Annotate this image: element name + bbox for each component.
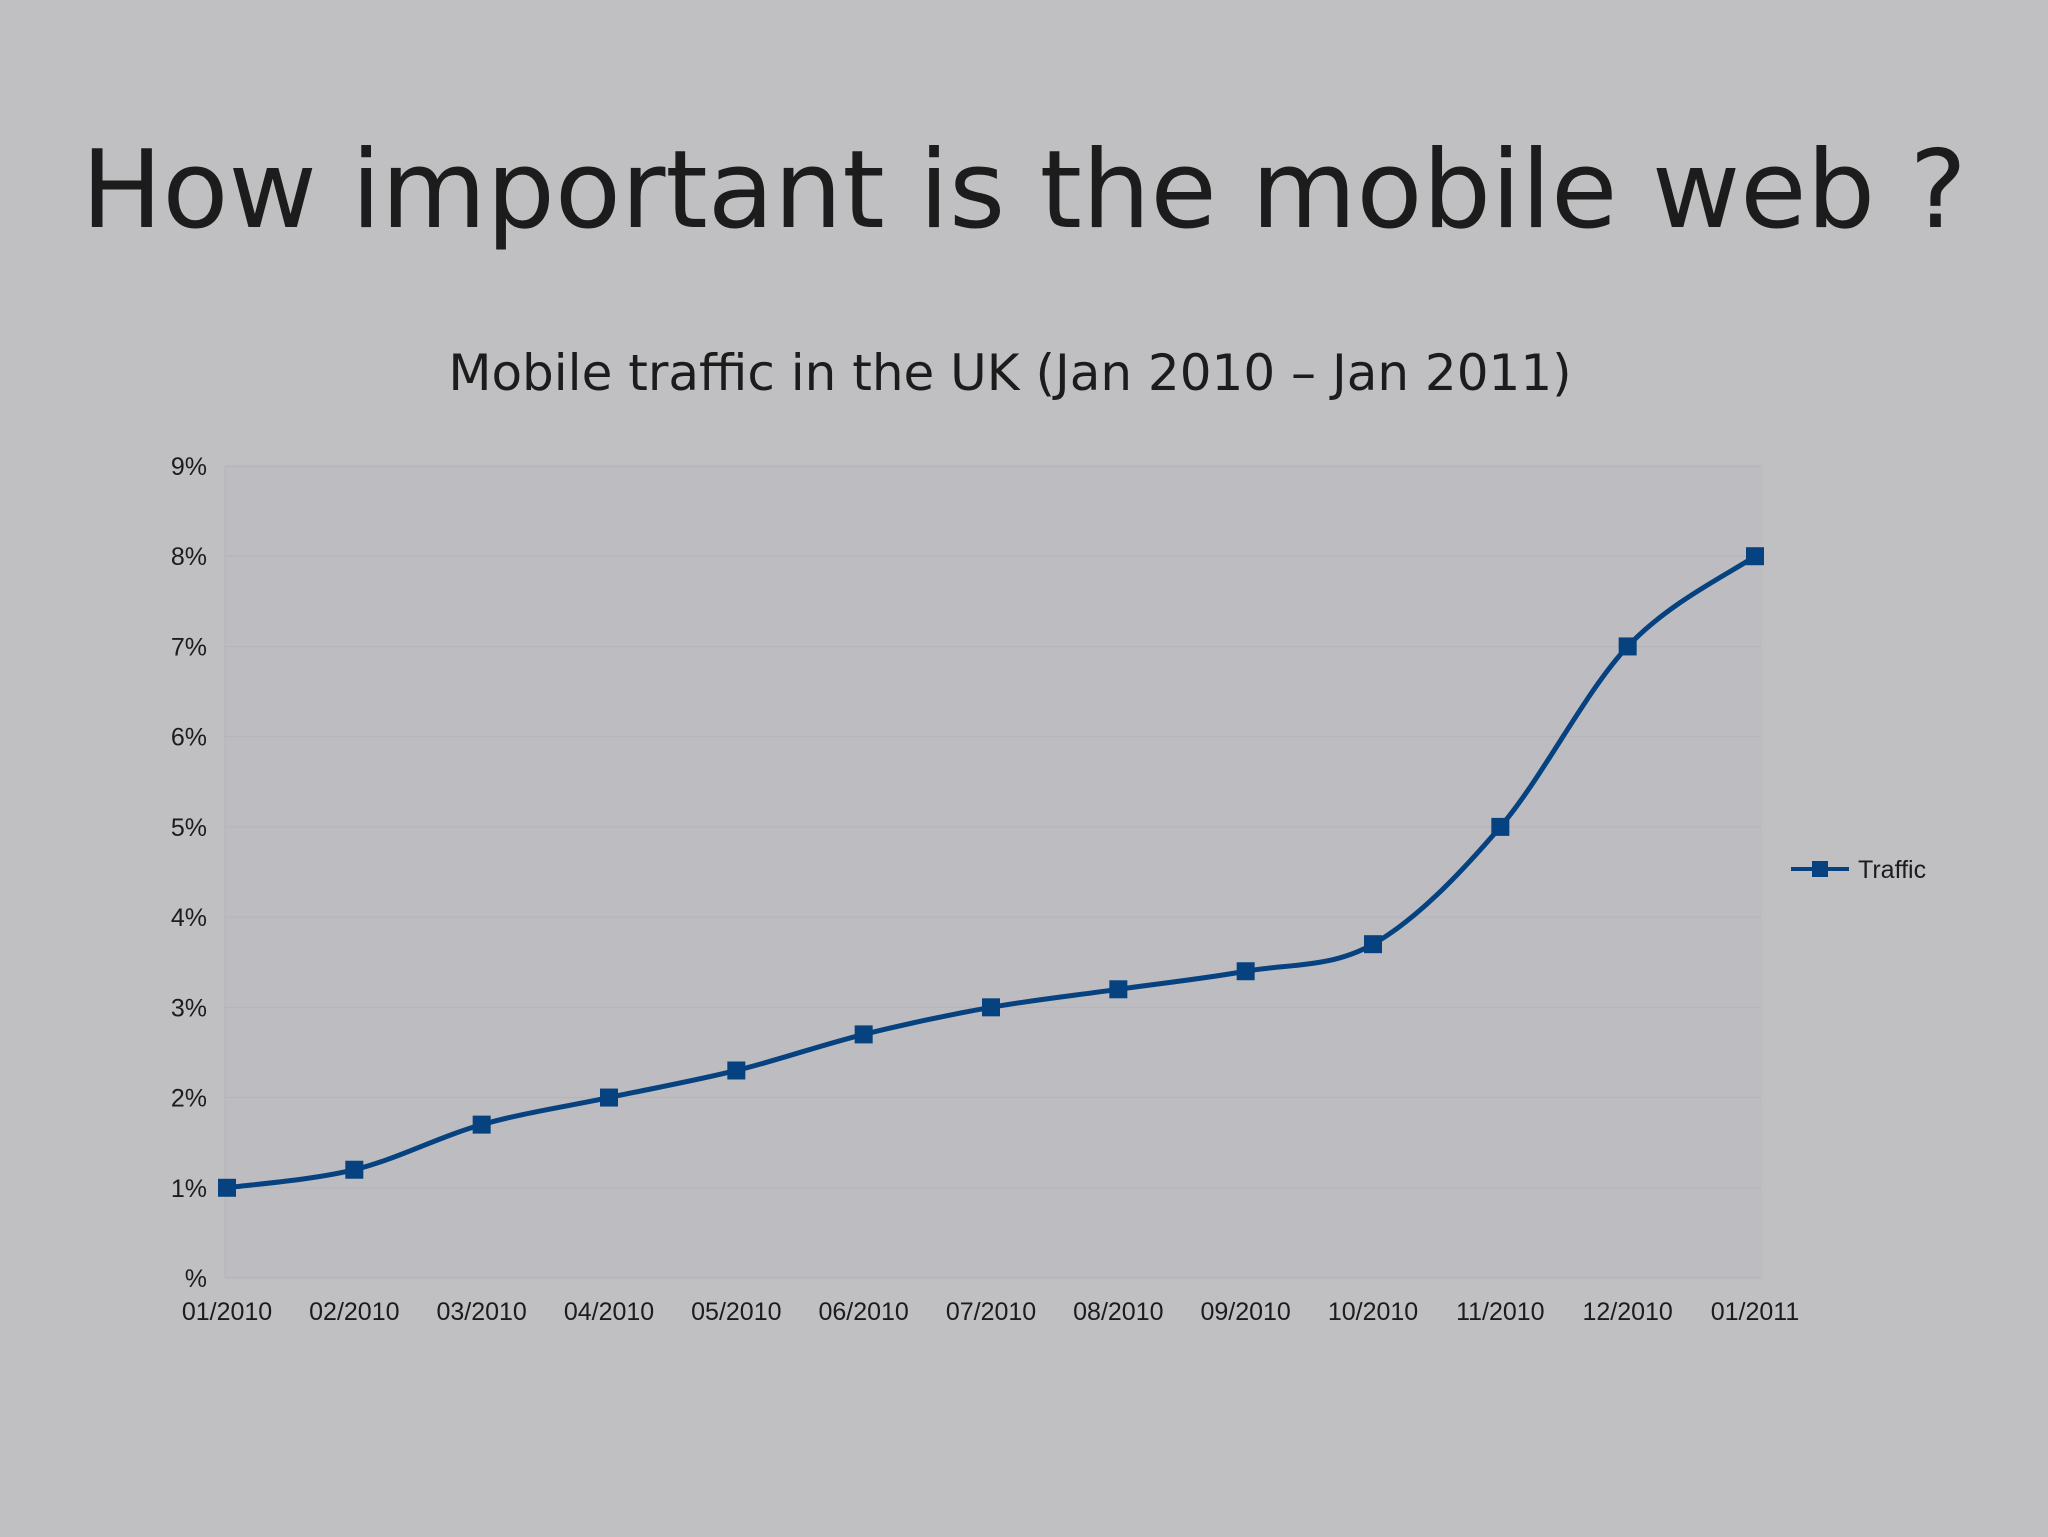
axes <box>224 466 1761 1279</box>
x-tick-label-11: 12/2010 <box>1582 1298 1672 1326</box>
x-tick-label-0: 01/2010 <box>182 1298 272 1326</box>
x-axis-tick-labels: 01/2010 02/2010 03/2010 04/2010 05/2010 06/20… <box>182 1298 1799 1326</box>
series-traffic <box>218 547 1764 1197</box>
x-tick-label-2: 03/2010 <box>436 1298 526 1326</box>
data-point-10 <box>1491 817 1510 836</box>
legend-marker-swatch <box>1812 861 1828 877</box>
x-tick-label-6: 07/2010 <box>946 1298 1036 1326</box>
y-tick-label-0: % <box>185 1265 207 1293</box>
y-tick-label-4: 4% <box>171 904 207 932</box>
legend-label-traffic: Traffic <box>1858 856 1926 884</box>
data-point-5 <box>854 1025 873 1044</box>
data-point-6 <box>982 998 1000 1017</box>
data-point-4 <box>727 1061 746 1080</box>
x-tick-label-4: 05/2010 <box>691 1298 781 1326</box>
data-point-8 <box>1236 962 1255 981</box>
y-tick-label-5: 5% <box>171 814 207 842</box>
data-point-3 <box>600 1088 618 1107</box>
y-tick-label-9: 9% <box>171 453 207 481</box>
y-tick-label-3: 3% <box>171 994 207 1022</box>
y-tick-label-1: 1% <box>171 1175 207 1203</box>
data-point-12 <box>1746 547 1764 566</box>
x-tick-label-7: 08/2010 <box>1073 1298 1163 1326</box>
x-tick-label-8: 09/2010 <box>1200 1298 1290 1326</box>
x-tick-label-10: 11/2010 <box>1456 1298 1545 1326</box>
data-point-9 <box>1364 935 1382 954</box>
x-tick-label-5: 06/2010 <box>818 1298 908 1326</box>
legend: Traffic <box>1791 856 1926 884</box>
y-tick-label-6: 6% <box>171 724 207 752</box>
y-tick-label-7: 7% <box>171 633 207 661</box>
data-point-0 <box>218 1178 236 1197</box>
data-point-7 <box>1109 980 1128 999</box>
y-tick-label-2: 2% <box>171 1085 207 1113</box>
x-tick-label-9: 10/2010 <box>1328 1298 1418 1326</box>
x-tick-label-12: 01/2011 <box>1711 1298 1800 1326</box>
plot-area <box>226 466 1762 1278</box>
grid-lines <box>225 465 1761 1279</box>
data-point-2 <box>472 1115 491 1134</box>
x-tick-label-1: 02/2010 <box>309 1298 399 1326</box>
y-tick-label-8: 8% <box>171 543 207 571</box>
y-axis-tick-labels: % 1% 2% 3% 4% 5% 6% 7% 8% 9% <box>171 453 207 1293</box>
chart-title: Mobile traffic in the UK (Jan 2010 – Jan… <box>448 344 1571 402</box>
data-point-11 <box>1618 637 1637 656</box>
slide-title: How important is the mobile web ? <box>81 128 1967 253</box>
x-tick-label-3: 04/2010 <box>564 1298 654 1326</box>
data-point-1 <box>345 1160 364 1179</box>
